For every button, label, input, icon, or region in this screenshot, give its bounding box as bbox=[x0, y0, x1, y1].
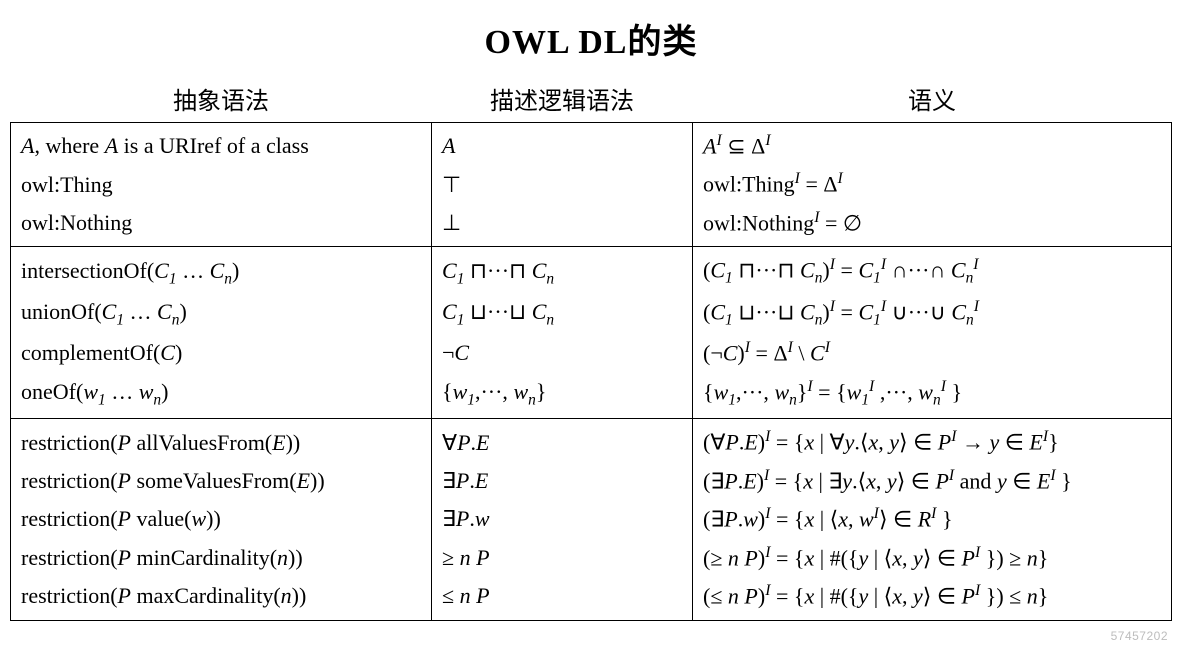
cell-line: A bbox=[442, 127, 682, 165]
cell-sem: AI ⊆ ΔI owl:ThingI = ΔI owl:NothingI = ∅ bbox=[693, 123, 1172, 247]
cell-abstract: A, where A is a URIref of a class owl:Th… bbox=[11, 123, 432, 247]
cell-dl: A ⊤ ⊥ bbox=[432, 123, 693, 247]
cell-line: complementOf(C) bbox=[21, 334, 421, 372]
cell-line: ∃P.w bbox=[442, 500, 682, 538]
cell-sem: (C1 ⊓···⊓ Cn)I = C1I ∩···∩ CnI (C1 ⊔···⊔… bbox=[693, 247, 1172, 419]
cell-abstract: intersectionOf(C1 … Cn) unionOf(C1 … Cn)… bbox=[11, 247, 432, 419]
watermark-text: 57457202 bbox=[1111, 629, 1168, 643]
cell-line: restriction(P allValuesFrom(E)) bbox=[21, 424, 421, 462]
cell-line: restriction(P someValuesFrom(E)) bbox=[21, 462, 421, 500]
cell-line: (≤ n P)I = {x | #({y | ⟨x, y⟩ ∈ PI }) ≤ … bbox=[703, 577, 1161, 615]
cell-line: (∀P.E)I = {x | ∀y.⟨x, y⟩ ∈ PI → y ∈ EI} bbox=[703, 423, 1161, 461]
cell-line: oneOf(w1 … wn) bbox=[21, 373, 421, 414]
cell-dl: ∀P.E ∃P.E ∃P.w ≥ n P ≤ n P bbox=[432, 419, 693, 620]
cell-line: restriction(P minCardinality(n)) bbox=[21, 539, 421, 577]
cell-line: owl:Nothing bbox=[21, 204, 421, 242]
cell-line: owl:Thing bbox=[21, 166, 421, 204]
cell-line: ≤ n P bbox=[442, 577, 682, 615]
header-row: 抽象语法 描述逻辑语法 语义 bbox=[11, 75, 1172, 123]
cell-abstract: restriction(P allValuesFrom(E)) restrict… bbox=[11, 419, 432, 620]
cell-line: ¬C bbox=[442, 334, 682, 372]
cell-line: C1 ⊔···⊔ Cn bbox=[442, 293, 682, 334]
cell-line: ⊥ bbox=[442, 204, 682, 242]
cell-line: unionOf(C1 … Cn) bbox=[21, 293, 421, 334]
table-row: intersectionOf(C1 … Cn) unionOf(C1 … Cn)… bbox=[11, 247, 1172, 419]
table-row: A, where A is a URIref of a class owl:Th… bbox=[11, 123, 1172, 247]
cell-line: {w1,···, wn}I = {w1I ,···, wnI } bbox=[703, 373, 1161, 415]
cell-line: restriction(P value(w)) bbox=[21, 500, 421, 538]
table-head: 抽象语法 描述逻辑语法 语义 bbox=[11, 75, 1172, 123]
cell-line: ⊤ bbox=[442, 166, 682, 204]
cell-line: C1 ⊓···⊓ Cn bbox=[442, 252, 682, 293]
cell-line: (C1 ⊓···⊓ Cn)I = C1I ∩···∩ CnI bbox=[703, 251, 1161, 293]
cell-line: (∃P.w)I = {x | ⟨x, wI⟩ ∈ RI } bbox=[703, 500, 1161, 538]
col-header-abstract: 抽象语法 bbox=[11, 75, 432, 123]
cell-line: (∃P.E)I = {x | ∃y.⟨x, y⟩ ∈ PI and y ∈ EI… bbox=[703, 462, 1161, 500]
cell-line: ∃P.E bbox=[442, 462, 682, 500]
col-header-sem: 语义 bbox=[693, 75, 1172, 123]
cell-line: {w1,···, wn} bbox=[442, 373, 682, 414]
cell-line: (≥ n P)I = {x | #({y | ⟨x, y⟩ ∈ PI }) ≥ … bbox=[703, 539, 1161, 577]
cell-line: owl:NothingI = ∅ bbox=[703, 204, 1161, 242]
cell-dl: C1 ⊓···⊓ Cn C1 ⊔···⊔ Cn ¬C {w1,···, wn} bbox=[432, 247, 693, 419]
table-row: restriction(P allValuesFrom(E)) restrict… bbox=[11, 419, 1172, 620]
page: OWL DL的类 抽象语法 描述逻辑语法 语义 A, where A is a … bbox=[0, 0, 1182, 641]
cell-line: intersectionOf(C1 … Cn) bbox=[21, 252, 421, 293]
cell-line: restriction(P maxCardinality(n)) bbox=[21, 577, 421, 615]
cell-line: (¬C)I = ΔI \ CI bbox=[703, 334, 1161, 372]
cell-line: owl:ThingI = ΔI bbox=[703, 165, 1161, 203]
cell-line: A, where A is a URIref of a class bbox=[21, 127, 421, 165]
col-header-dl: 描述逻辑语法 bbox=[432, 75, 693, 123]
cell-sem: (∀P.E)I = {x | ∀y.⟨x, y⟩ ∈ PI → y ∈ EI} … bbox=[693, 419, 1172, 620]
cell-line: (C1 ⊔···⊔ Cn)I = C1I ∪···∪ CnI bbox=[703, 293, 1161, 335]
page-title: OWL DL的类 bbox=[10, 14, 1172, 63]
cell-line: ∀P.E bbox=[442, 424, 682, 462]
table-body: A, where A is a URIref of a class owl:Th… bbox=[11, 123, 1172, 621]
owl-table: 抽象语法 描述逻辑语法 语义 A, where A is a URIref of… bbox=[10, 75, 1172, 621]
cell-line: AI ⊆ ΔI bbox=[703, 127, 1161, 165]
cell-line: ≥ n P bbox=[442, 539, 682, 577]
